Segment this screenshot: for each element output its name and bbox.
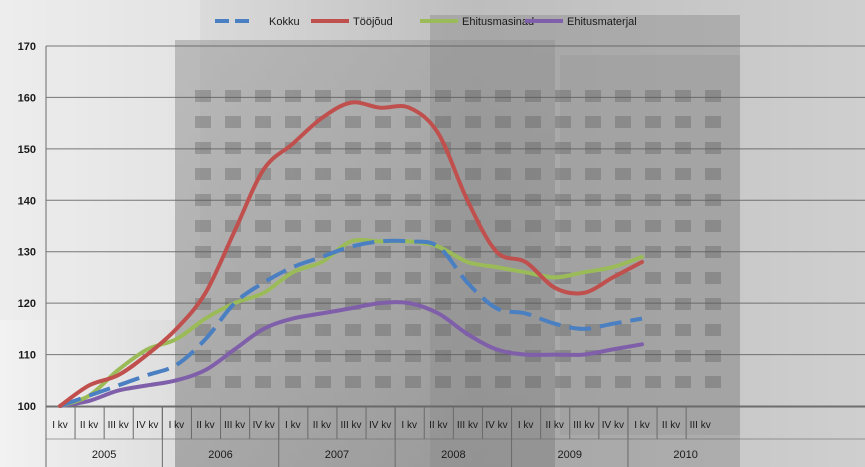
series-lines [58,100,644,408]
x-tick-label: I kv [169,420,185,431]
x-tick-label: II kv [80,420,98,431]
y-tick-label: 110 [18,350,36,362]
y-tick-label: 150 [18,144,36,156]
x-tick-label: IV kv [485,420,507,431]
x-tick-label: I kv [285,420,301,431]
legend-label: Kokku [269,16,300,28]
y-tick-label: 120 [18,298,36,310]
x-tick-label: II kv [313,420,331,431]
legend-label: Ehitusmasinad [462,16,534,28]
x-year-label: 2009 [558,449,582,461]
x-tick-label: III kv [457,420,478,431]
x-tick-label: IV kv [369,420,391,431]
x-tick-label: IV kv [136,420,158,431]
series-line-kokku [59,238,643,408]
x-tick-label: II kv [429,420,447,431]
legend: Kokku Tööjõud Ehitusmasinad Ehitusmaterjal [215,16,637,28]
x-tick-label: II kv [662,420,680,431]
series-line-tööjõud [58,100,644,408]
x-tick-label: III kv [224,420,245,431]
legend-label: Tööjõud [353,16,393,28]
y-tick-label: 130 [18,247,36,259]
series-line-ehitusmaterjal [58,300,644,408]
x-tick-label: IV kv [602,420,624,431]
x-tick-label: III kv [690,420,711,431]
x-tick-label: I kv [634,420,650,431]
x-tick-label: III kv [573,420,594,431]
x-year-label: 2005 [92,449,116,461]
x-axis: I kv II kv III kv IV kv I kv II kv III kv IV kv… [46,406,865,467]
x-year-label: 2008 [441,449,465,461]
x-tick-label: I kv [518,420,534,431]
y-tick-label: 170 [18,41,36,53]
x-year-label: 2006 [208,449,232,461]
x-tick-label: III kv [108,420,129,431]
y-tick-label: 140 [18,195,36,207]
x-tick-label: I kv [401,420,417,431]
x-tick-label: II kv [196,420,214,431]
y-axis: 100 110 120 130 140 150 160 170 [18,41,47,467]
x-tick-label: II kv [546,420,564,431]
x-tick-label: III kv [340,420,361,431]
x-year-label: 2010 [673,449,697,461]
gridlines [46,45,865,407]
x-year-label: 2007 [325,449,349,461]
legend-label: Ehitusmaterjal [567,16,637,28]
x-tick-label: I kv [52,420,68,431]
y-tick-label: 160 [18,92,36,104]
x-tick-label: IV kv [253,420,275,431]
y-tick-label: 100 [18,401,36,413]
